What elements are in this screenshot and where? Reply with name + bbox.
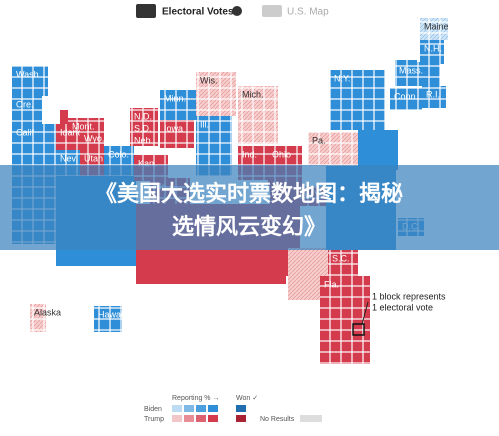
state-label: Pa. — [312, 135, 326, 145]
legend-swatch — [208, 415, 218, 422]
legend: Reporting % → Won ✓ Biden Trump No Resul… — [144, 395, 322, 423]
state-grid — [320, 276, 370, 364]
state-grid — [130, 120, 158, 132]
state-label: Calif — [16, 127, 35, 137]
state-grid — [196, 72, 236, 116]
annotation: 1 electoral vote — [372, 302, 433, 312]
state-label: Kan. — [138, 158, 157, 168]
legend-swatch — [236, 415, 246, 422]
state-grid — [12, 66, 48, 96]
state-grid — [160, 90, 196, 120]
state-grid — [330, 70, 385, 130]
state-label: Mass. — [399, 65, 423, 75]
state-label: Maine — [424, 21, 449, 31]
state-label: Colo. — [108, 149, 129, 159]
legend-row: Biden — [144, 406, 162, 413]
state-label: Wyo. — [84, 133, 104, 143]
legend-swatch — [196, 415, 206, 422]
state-label: Wash — [16, 69, 39, 79]
state-label: Nev. — [60, 153, 78, 163]
state-grid — [94, 306, 122, 332]
state-label: Wis. — [200, 75, 218, 85]
state-grid — [420, 18, 448, 40]
legend-swatch — [172, 405, 182, 412]
state-label: Hawaii — [98, 309, 125, 319]
state-label: Fla. — [324, 279, 339, 289]
legend-swatch — [208, 405, 218, 412]
state-label: R.I. — [426, 89, 440, 99]
info-icon[interactable] — [232, 6, 242, 16]
ev-icon — [136, 4, 156, 18]
legend-no-results: No Results — [260, 416, 295, 423]
legend-reporting: Reporting % → — [172, 395, 219, 402]
state-label: N.H. — [424, 43, 442, 53]
region — [60, 110, 68, 124]
state-label: Minn. — [164, 93, 186, 103]
state-grid — [80, 130, 104, 150]
state-grid — [420, 40, 444, 64]
state-label: Ind. — [242, 149, 257, 159]
state-grid — [130, 108, 158, 120]
annotation: 1 block represents — [372, 291, 446, 301]
state-grid — [395, 62, 440, 86]
state-grid — [308, 132, 358, 166]
legend-swatch — [300, 415, 322, 422]
sample-block — [352, 323, 365, 336]
legend-swatch — [236, 405, 246, 412]
tab-map[interactable]: U.S. Map — [287, 7, 329, 18]
state-label: S.D. — [134, 123, 152, 133]
legend-won: Won ✓ — [236, 395, 258, 402]
tab-electoral[interactable]: Electoral Votes — [162, 7, 234, 18]
state-grid — [160, 120, 194, 148]
legend-swatch — [184, 415, 194, 422]
state-grid — [422, 86, 446, 108]
banner-line: 《美国大选实时票数地图：揭秘 — [95, 181, 403, 206]
header: Electoral Votes U.S. Map — [136, 4, 329, 18]
state-label: Conn. — [394, 91, 418, 101]
banner-bg — [0, 165, 499, 250]
state-label: Utah — [84, 153, 103, 163]
map-icon — [262, 5, 282, 17]
state-grid — [130, 132, 158, 146]
state-label: Mich. — [242, 89, 264, 99]
state-grid — [238, 86, 278, 144]
banner-line: 选情风云变幻》 — [172, 214, 326, 239]
legend-swatch — [172, 415, 182, 422]
state-label: Ore. — [16, 99, 34, 109]
legend-swatch — [184, 405, 194, 412]
annotation-arrow — [361, 301, 369, 325]
state-label: N.D. — [134, 111, 152, 121]
state-grid — [30, 304, 46, 332]
state-label: N.Y. — [334, 73, 350, 83]
state-label: Idaho — [60, 127, 83, 137]
region — [358, 130, 398, 170]
state-label: Iowa — [164, 123, 183, 133]
state-grid — [12, 96, 42, 124]
state-label: Ohio — [272, 149, 291, 159]
state-grid — [390, 88, 422, 110]
state-label: Ill. — [200, 119, 209, 129]
state-label: Alaska — [34, 307, 61, 317]
state-grid — [328, 250, 358, 276]
state-label: Mont. — [72, 121, 95, 131]
state-label: S.C. — [332, 253, 350, 263]
legend-swatch — [196, 405, 206, 412]
state-label: Neb. — [134, 135, 153, 145]
state-grid — [68, 118, 104, 130]
legend-row: Trump — [144, 416, 164, 423]
